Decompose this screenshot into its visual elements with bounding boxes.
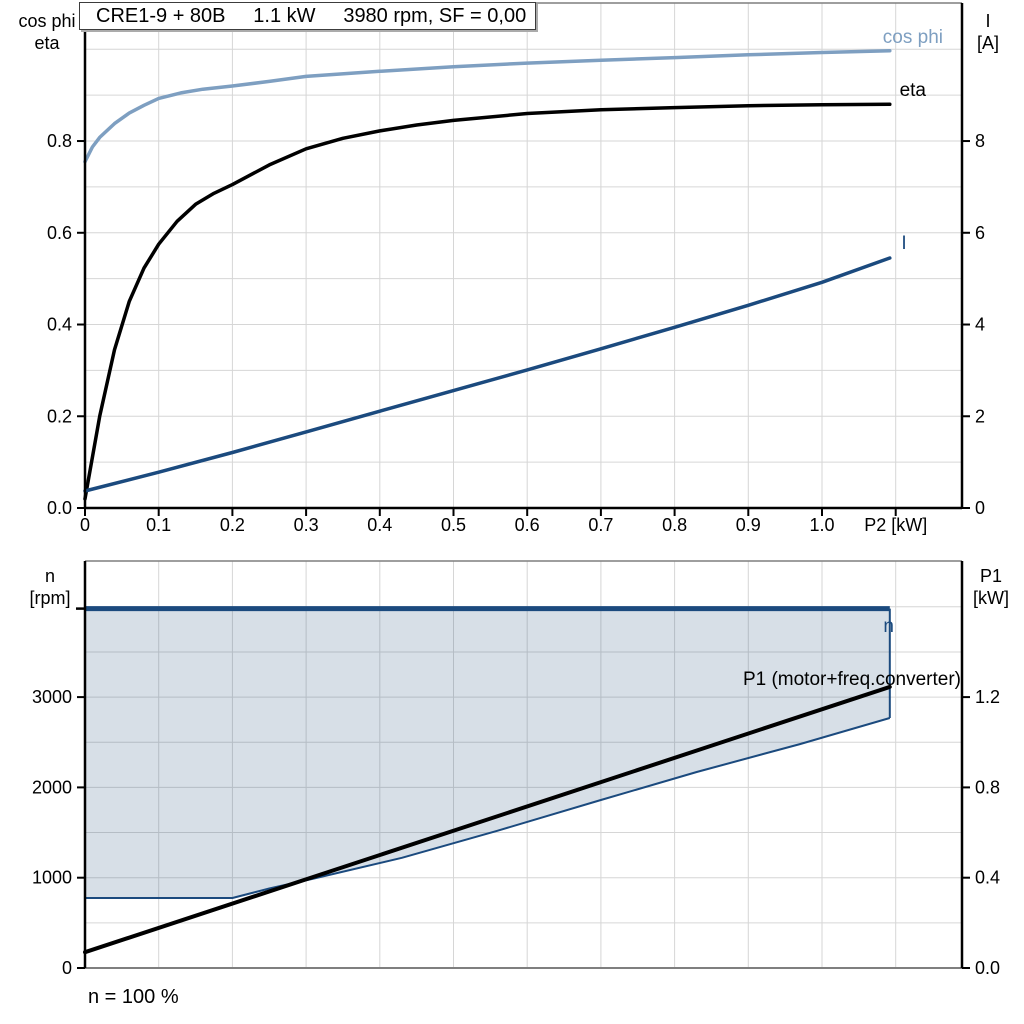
- top-right-axis-title-line1: I: [985, 11, 990, 31]
- bottom-left-axis-title-line2: [rpm]: [29, 588, 70, 608]
- p1-curve: [83, 684, 892, 955]
- top-right-axis-title-line2: [A]: [977, 33, 999, 53]
- y-left-tick-label: 1000: [32, 868, 72, 888]
- y-right-tick-label: 1.2: [975, 687, 1000, 707]
- y-right-tick-label: 0.4: [975, 868, 1000, 888]
- y-right-tick-label: 2: [975, 406, 985, 426]
- x-tick-label: 1.0: [809, 515, 834, 535]
- speed-range-area: [85, 608, 890, 898]
- x-tick-label: 0.5: [441, 515, 466, 535]
- y-left-tick-label: 0.0: [47, 498, 72, 518]
- bottom-chart-static-labels: n [rpm] P1 [kW] n P1 (motor+freq.convert…: [29, 566, 1009, 690]
- y-left-tick-label: 0.6: [47, 223, 72, 243]
- chart-title: CRE1-9 + 80B 1.1 kW 3980 rpm, SF = 0,00: [96, 4, 527, 27]
- top-chart-gridlines: [85, 3, 962, 508]
- top-left-axis-title-line1: cos phi: [18, 11, 75, 31]
- cos-phi-curve-label: cos phi: [883, 27, 943, 48]
- top-chart-curves: [83, 48, 892, 501]
- eta-curve: [83, 102, 892, 501]
- y-right-tick-label: 4: [975, 315, 985, 335]
- x-tick-label: 0.8: [662, 515, 687, 535]
- bottom-chart-plot: 0 1000 2000 3000 0.0 0.4 0.8 1.2: [32, 560, 1000, 978]
- y-left-tick-label: 3000: [32, 687, 72, 707]
- bottom-chart-ticks-labels: 0 1000 2000 3000 0.0 0.4 0.8 1.2: [32, 607, 1000, 978]
- y-right-tick-label: 8: [975, 131, 985, 151]
- x-tick-label: 0.4: [367, 515, 392, 535]
- y-left-tick-label: 0.4: [47, 315, 72, 335]
- top-chart-frame: [83, 2, 964, 510]
- current-curve-label: I: [901, 233, 906, 254]
- bottom-right-axis-title-line1: P1: [980, 566, 1002, 586]
- top-chart-ticks-labels: 0 0.1 0.2 0.3 0.4 0.5 0.6 0.7 0.8 0.9 1.0 P2 [kW] 0.…: [47, 131, 985, 535]
- i-curve: [83, 256, 892, 493]
- speed-curve-label: n: [883, 616, 894, 637]
- top-chart-static-labels: cos phi eta I [A] cos phi eta I: [18, 11, 999, 254]
- y-right-tick-label: 0.0: [975, 958, 1000, 978]
- bottom-chart-gridlines: [85, 561, 962, 968]
- p1-curve-label: P1 (motor+freq.converter): [743, 669, 961, 690]
- y-left-tick-label: 0.2: [47, 406, 72, 426]
- x-tick-label: 0.7: [588, 515, 613, 535]
- y-right-tick-label: 6: [975, 223, 985, 243]
- x-tick-label: 0.2: [220, 515, 245, 535]
- x-axis-unit-label: P2 [kW]: [864, 515, 927, 535]
- x-tick-label: 0.9: [736, 515, 761, 535]
- y-left-tick-label: 0.8: [47, 131, 72, 151]
- bottom-left-axis-title-line1: n: [45, 566, 55, 586]
- eta-curve-label: eta: [900, 80, 927, 101]
- x-tick-label: 0.1: [146, 515, 171, 535]
- bottom-chart-curves: [83, 606, 892, 955]
- y-left-tick-label: 2000: [32, 777, 72, 797]
- x-tick-label: 0: [80, 515, 90, 535]
- speed-percent-label: n = 100 %: [88, 986, 179, 1008]
- top-chart-plot: 0 0.1 0.2 0.3 0.4 0.5 0.6 0.7 0.8 0.9 1.0 P2 [kW] 0.…: [47, 2, 985, 535]
- cos-phi-curve: [83, 48, 892, 164]
- bottom-chart-frame: [83, 560, 964, 969]
- chart-title-box: CRE1-9 + 80B 1.1 kW 3980 rpm, SF = 0,00: [79, 2, 536, 30]
- y-left-tick-label: 0: [62, 958, 72, 978]
- top-left-axis-title-line2: eta: [34, 33, 60, 53]
- n-lower-boundary-curve: [85, 717, 891, 899]
- bottom-right-axis-title-line2: [kW]: [973, 588, 1009, 608]
- y-right-tick-label: 0.8: [975, 777, 1000, 797]
- x-tick-label: 0.6: [515, 515, 540, 535]
- x-tick-label: 0.3: [294, 515, 319, 535]
- y-right-tick-label: 0: [975, 498, 985, 518]
